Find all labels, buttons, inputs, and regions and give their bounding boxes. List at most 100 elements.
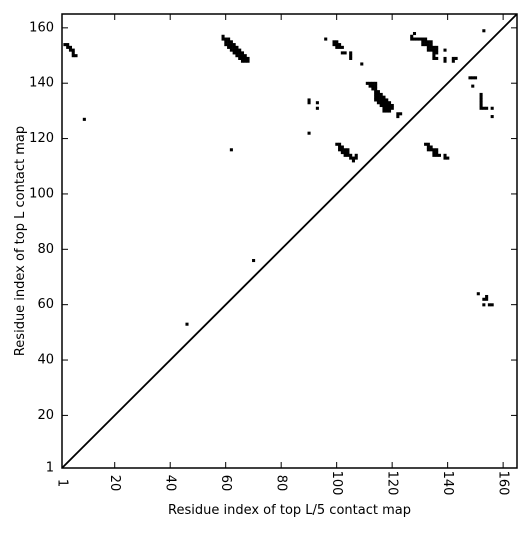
contact-cell [63, 43, 67, 47]
contact-cell [338, 145, 342, 149]
contact-cell [243, 56, 247, 60]
contact-cell [243, 54, 247, 58]
contact-cell [432, 151, 436, 155]
contact-cell [485, 297, 489, 301]
contact-cell [421, 37, 425, 41]
contact-cell [351, 156, 355, 160]
contact-cell [335, 43, 339, 47]
y-tick-label: 140 [29, 76, 54, 91]
contact-cell [421, 43, 425, 47]
contact-cell [371, 87, 375, 91]
contact-cell [424, 40, 428, 44]
contact-cell [379, 92, 383, 96]
contact-cell [324, 37, 328, 41]
contact-cell [379, 103, 383, 108]
contact-cell [340, 45, 344, 49]
contact-cell [221, 37, 225, 41]
contact-cell [435, 151, 439, 155]
contact-cell [429, 148, 433, 152]
contact-cell [68, 45, 73, 49]
contact-cell [343, 51, 347, 55]
contact-cell [443, 59, 447, 63]
contact-cell [224, 43, 228, 47]
contact-cell [443, 48, 447, 52]
contact-cell [479, 103, 483, 108]
contact-cell [429, 43, 433, 47]
contact-cell [429, 45, 433, 49]
contact-cell [379, 98, 383, 102]
contact-cell [338, 142, 342, 146]
contact-cell [382, 109, 386, 113]
contact-cell [410, 34, 414, 38]
contact-cell [349, 56, 353, 60]
contact-cell [338, 148, 342, 152]
y-tick-label: 160 [29, 20, 54, 35]
contact-cell [451, 59, 455, 63]
contact-cell [385, 101, 389, 105]
contact-cell [376, 90, 380, 94]
contact-cell [490, 115, 494, 119]
x-tick-label: 140 [440, 471, 455, 496]
contact-cell [232, 43, 236, 47]
diagonal-line [61, 13, 518, 469]
contact-cell [382, 106, 386, 110]
contact-cell [229, 148, 233, 152]
contact-cell [471, 84, 475, 88]
contact-cell [435, 56, 439, 60]
contact-cell [429, 48, 433, 52]
contact-cell [374, 87, 378, 91]
contact-cell [482, 29, 486, 33]
contact-cell [382, 103, 386, 108]
contact-cell [443, 156, 447, 160]
contact-cell [435, 148, 439, 152]
contact-cell [482, 106, 486, 110]
contact-cell [374, 84, 378, 88]
contact-cell [446, 156, 450, 160]
y-axis-label: Residue index of top L contact map [13, 126, 28, 356]
contact-cell [343, 153, 347, 157]
contact-cell [387, 109, 392, 113]
contact-cell [426, 40, 430, 44]
contact-cell [238, 51, 242, 55]
contact-cell [374, 98, 378, 102]
contact-cell [340, 151, 344, 155]
contact-cell [227, 45, 231, 49]
contact-cell [387, 101, 392, 105]
contact-cell [387, 103, 392, 108]
contact-cell [487, 303, 491, 307]
contact-cell [74, 54, 78, 58]
contact-cell [374, 95, 378, 99]
ticks-layer: 1 20 40 60 80 100 120 140 1601204060801001201401… [29, 14, 517, 495]
contact-cell [421, 40, 425, 44]
contact-cell [426, 145, 430, 149]
contact-cell [399, 112, 403, 116]
y-tick-label: 60 [37, 297, 54, 312]
contact-cell [232, 48, 236, 52]
contact-cell [387, 106, 392, 110]
contact-cell [471, 76, 475, 80]
contact-cell [443, 153, 447, 157]
contact-cell [476, 292, 480, 296]
contact-cell [426, 48, 430, 52]
contact-cell [426, 43, 430, 47]
contact-cell [371, 81, 375, 85]
contact-cell [71, 51, 75, 55]
x-tick-label: 80 [274, 475, 289, 492]
x-tick-label: 60 [218, 475, 233, 492]
contact-cell [246, 56, 250, 60]
contact-cell [454, 56, 458, 60]
contact-cell [374, 81, 378, 85]
contact-cell [360, 62, 364, 66]
contact-cell [376, 92, 380, 96]
x-tick-label: 40 [163, 475, 178, 492]
contact-cell [224, 40, 228, 44]
contact-cell [315, 101, 319, 105]
contact-cell [379, 95, 383, 99]
contact-cell [332, 43, 336, 47]
contact-cell [376, 95, 380, 99]
contact-cell [335, 45, 339, 49]
contact-cell [343, 151, 347, 155]
contact-cell [424, 43, 428, 47]
contact-cell [424, 142, 428, 146]
